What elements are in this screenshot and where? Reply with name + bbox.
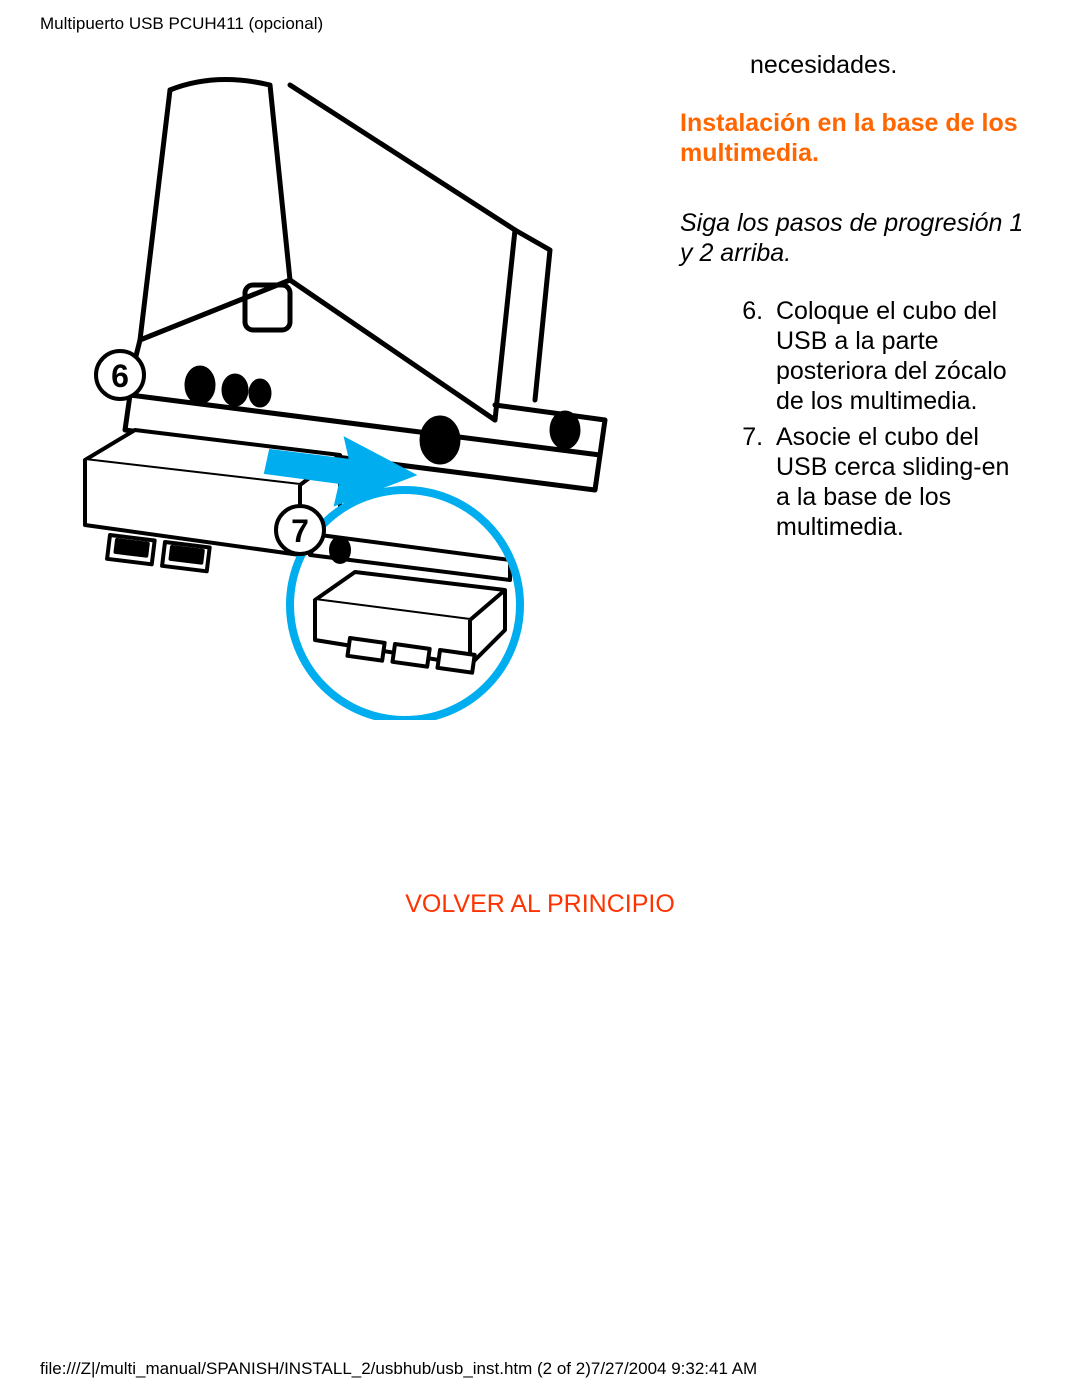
section-heading: Instalación en la base de los multimedia… bbox=[680, 108, 1030, 168]
page-header: Multipuerto USB PCUH411 (opcional) bbox=[40, 14, 323, 34]
instructions-column: necesidades. Instalación en la base de l… bbox=[680, 50, 1040, 720]
page-footer: file:///Z|/multi_manual/SPANISH/INSTALL_… bbox=[40, 1359, 757, 1379]
sub-instructions: Siga los pasos de progresión 1 y 2 arrib… bbox=[680, 208, 1030, 268]
step-item: Coloque el cubo del USB a la parte poste… bbox=[770, 296, 1030, 416]
svg-text:7: 7 bbox=[291, 513, 309, 549]
diagram-svg: 6 bbox=[40, 60, 640, 720]
back-to-top-link[interactable]: VOLVER AL PRINCIPIO bbox=[0, 890, 1080, 919]
steps-list: Coloque el cubo del USB a la parte poste… bbox=[680, 296, 1030, 542]
callout-7: 7 bbox=[276, 506, 324, 554]
intro-tail-text: necesidades. bbox=[680, 50, 1030, 80]
footer-path: file:///Z|/multi_manual/SPANISH/INSTALL_… bbox=[40, 1359, 757, 1378]
header-title: Multipuerto USB PCUH411 (opcional) bbox=[40, 14, 323, 33]
installation-illustration: 6 bbox=[40, 50, 640, 720]
callout-6: 6 bbox=[96, 351, 144, 399]
main-content: 6 bbox=[40, 50, 1040, 720]
svg-text:6: 6 bbox=[111, 358, 129, 394]
step-item: Asocie el cubo del USB cerca sliding-en … bbox=[770, 422, 1030, 542]
